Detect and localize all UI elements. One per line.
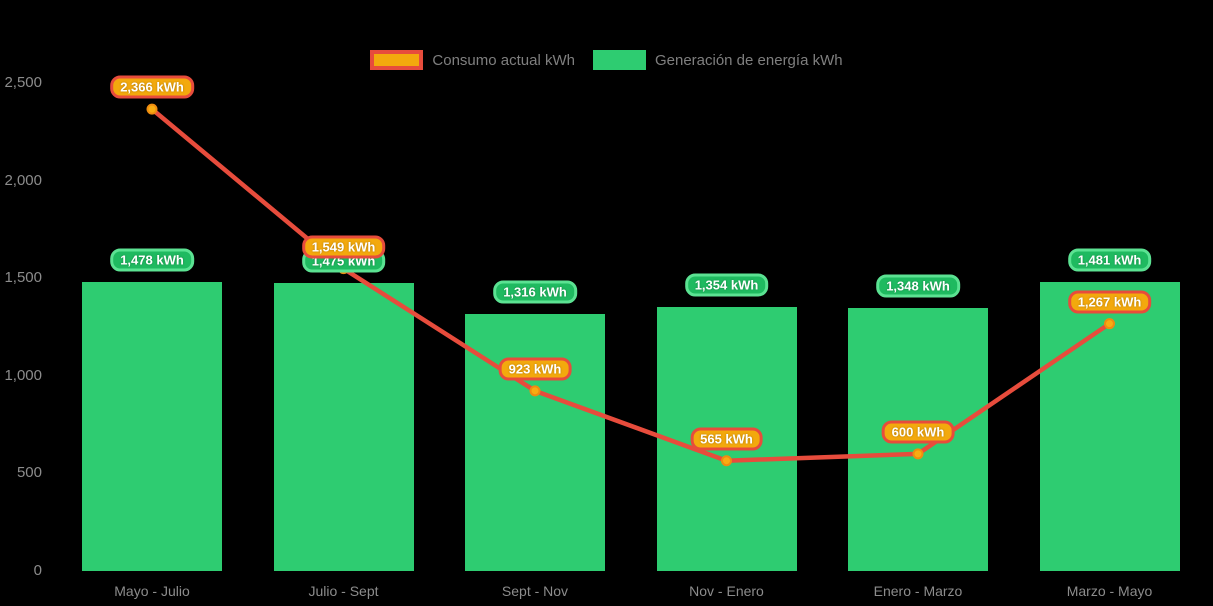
y-tick-label: 0 xyxy=(33,562,42,579)
x-category-label: Sept - Nov xyxy=(501,583,569,599)
consumption-value-label: 2,366 kWh xyxy=(110,75,194,99)
legend-label-generation: Generación de energía kWh xyxy=(654,51,843,69)
consumption-point-marker[interactable] xyxy=(529,385,541,397)
y-tick-label: 2,500 xyxy=(4,74,42,91)
consumption-point-marker[interactable] xyxy=(1104,318,1115,330)
y-tick-label: 1,500 xyxy=(4,269,42,287)
consumption-swatch-icon xyxy=(370,50,424,70)
consumption-point-marker[interactable] xyxy=(721,455,732,467)
x-category-label: Julio - Sept xyxy=(308,583,379,599)
generation-bar[interactable] xyxy=(1039,281,1180,571)
legend-item-generation[interactable]: Generación de energía kWh xyxy=(592,50,843,70)
generation-bar[interactable] xyxy=(465,314,605,571)
consumption-value-label: 1,267 kWh xyxy=(1067,290,1152,314)
generation-value-label: 1,354 kWh xyxy=(684,273,769,297)
x-category-label: Enero - Marzo xyxy=(873,583,963,599)
consumption-point-marker[interactable] xyxy=(912,448,924,460)
legend-label-consumption: Consumo actual kWh xyxy=(432,51,575,69)
y-tick-label: 500 xyxy=(16,464,42,482)
consumption-value-label: 565 kWh xyxy=(690,427,763,451)
y-tick-label: 2,000 xyxy=(4,171,42,189)
x-category-label: Nov - Enero xyxy=(689,583,764,599)
x-category-label: Mayo - Julio xyxy=(114,583,190,599)
generation-value-label: 1,478 kWh xyxy=(110,248,194,272)
y-tick-label: 1,000 xyxy=(4,366,42,384)
consumption-point-marker[interactable] xyxy=(146,103,158,115)
generation-value-label: 1,348 kWh xyxy=(876,274,960,298)
legend: Consumo actual kWh Generación de energía… xyxy=(0,50,1213,70)
generation-value-label: 1,481 kWh xyxy=(1067,248,1152,272)
consumption-value-label: 600 kWh xyxy=(881,420,955,444)
legend-item-consumption[interactable]: Consumo actual kWh xyxy=(370,50,575,70)
generation-value-label: 1,316 kWh xyxy=(493,280,577,304)
generation-bar[interactable] xyxy=(273,283,414,571)
generation-swatch-icon xyxy=(592,50,646,70)
consumption-value-label: 1,549 kWh xyxy=(301,235,386,259)
generation-bar[interactable] xyxy=(82,282,222,571)
consumption-value-label: 923 kWh xyxy=(498,357,572,381)
x-category-label: Marzo - Mayo xyxy=(1066,583,1153,599)
